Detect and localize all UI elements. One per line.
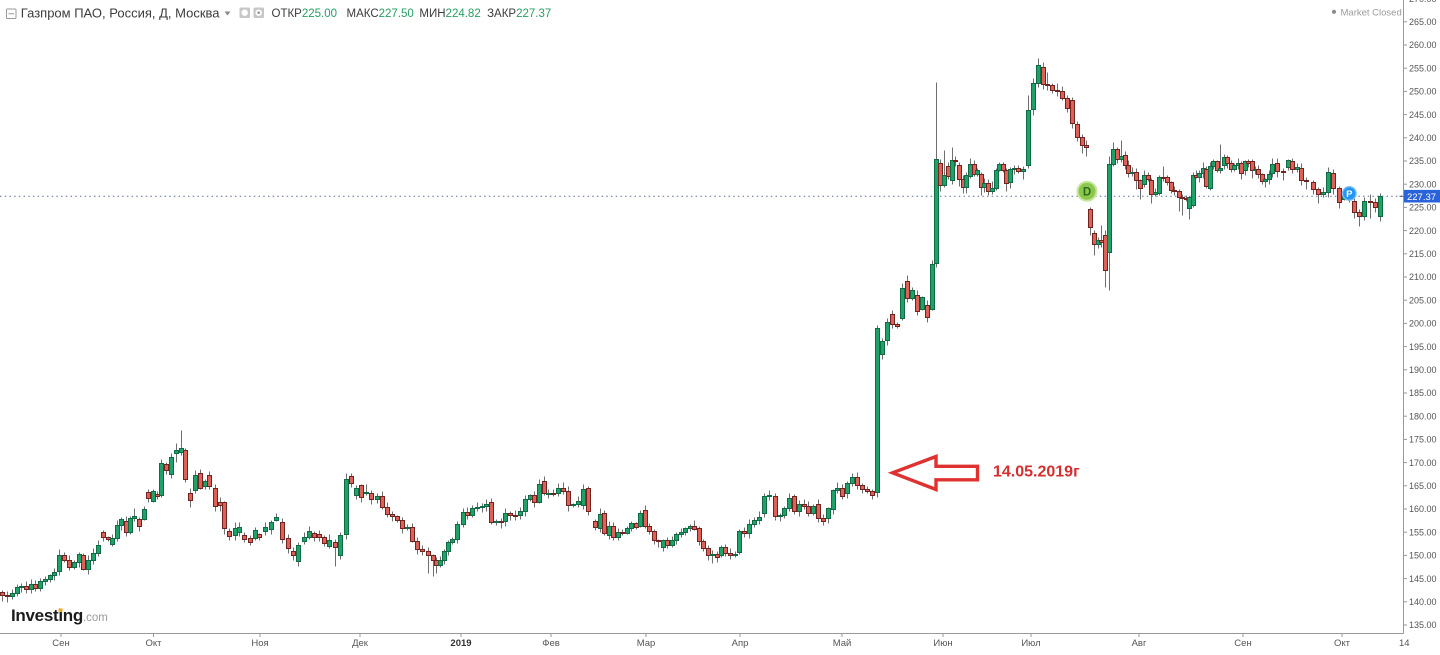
svg-text:180.00: 180.00 <box>1409 411 1437 421</box>
svg-text:155.00: 155.00 <box>1409 527 1437 537</box>
svg-text:ОТКР225.00: ОТКР225.00 <box>272 8 338 20</box>
svg-text:225.00: 225.00 <box>1409 203 1437 213</box>
svg-text:235.00: 235.00 <box>1409 156 1437 166</box>
svg-text:165.00: 165.00 <box>1409 481 1437 491</box>
svg-text:200.00: 200.00 <box>1409 319 1437 329</box>
svg-text:175.00: 175.00 <box>1409 435 1437 445</box>
svg-text:220.00: 220.00 <box>1409 226 1437 236</box>
svg-text:Май: Май <box>833 638 852 649</box>
svg-text:227.37: 227.37 <box>1407 192 1436 203</box>
svg-text:Market Closed: Market Closed <box>1341 7 1402 18</box>
svg-text:Дек: Дек <box>352 638 369 649</box>
svg-text:МИН224.82: МИН224.82 <box>419 8 480 20</box>
svg-text:250.00: 250.00 <box>1409 87 1437 97</box>
svg-text:Мар: Мар <box>637 638 656 649</box>
svg-text:14.05.2019г: 14.05.2019г <box>993 463 1080 480</box>
svg-text:Газпром ПАО, Россия, Д, Москва: Газпром ПАО, Россия, Д, Москва <box>21 5 221 20</box>
svg-text:255.00: 255.00 <box>1409 63 1437 73</box>
svg-text:Июн: Июн <box>933 638 952 649</box>
svg-text:215.00: 215.00 <box>1409 249 1437 259</box>
svg-text:Сен: Сен <box>1234 638 1251 649</box>
svg-text:160.00: 160.00 <box>1409 504 1437 514</box>
svg-text:Авг: Авг <box>1132 638 1147 649</box>
svg-text:270.00: 270.00 <box>1409 0 1437 4</box>
svg-text:14: 14 <box>1399 638 1410 649</box>
svg-text:145.00: 145.00 <box>1409 574 1437 584</box>
svg-text:D: D <box>1083 187 1091 199</box>
svg-text:140.00: 140.00 <box>1409 597 1437 607</box>
svg-text:МАКС227.50: МАКС227.50 <box>347 8 414 20</box>
svg-text:Сен: Сен <box>52 638 69 649</box>
svg-text:205.00: 205.00 <box>1409 295 1437 305</box>
svg-text:190.00: 190.00 <box>1409 365 1437 375</box>
svg-text:Июл: Июл <box>1021 638 1040 649</box>
svg-text:P: P <box>1346 189 1353 200</box>
svg-text:135.00: 135.00 <box>1409 620 1437 630</box>
svg-text:Фев: Фев <box>542 638 560 649</box>
svg-text:185.00: 185.00 <box>1409 388 1437 398</box>
svg-text:260.00: 260.00 <box>1409 40 1437 50</box>
svg-text:245.00: 245.00 <box>1409 110 1437 120</box>
svg-text:210.00: 210.00 <box>1409 272 1437 282</box>
svg-text:195.00: 195.00 <box>1409 342 1437 352</box>
svg-text:Окт: Окт <box>1334 638 1351 649</box>
svg-text:2019: 2019 <box>450 638 471 649</box>
svg-text:ЗАКР227.37: ЗАКР227.37 <box>487 8 551 20</box>
svg-text:Окт: Окт <box>145 638 162 649</box>
svg-text:170.00: 170.00 <box>1409 458 1437 468</box>
svg-text:240.00: 240.00 <box>1409 133 1437 143</box>
svg-text:Апр: Апр <box>732 638 749 649</box>
svg-text:Ноя: Ноя <box>251 638 268 649</box>
svg-text:150.00: 150.00 <box>1409 551 1437 561</box>
svg-text:230.00: 230.00 <box>1409 179 1437 189</box>
svg-text:265.00: 265.00 <box>1409 17 1437 27</box>
